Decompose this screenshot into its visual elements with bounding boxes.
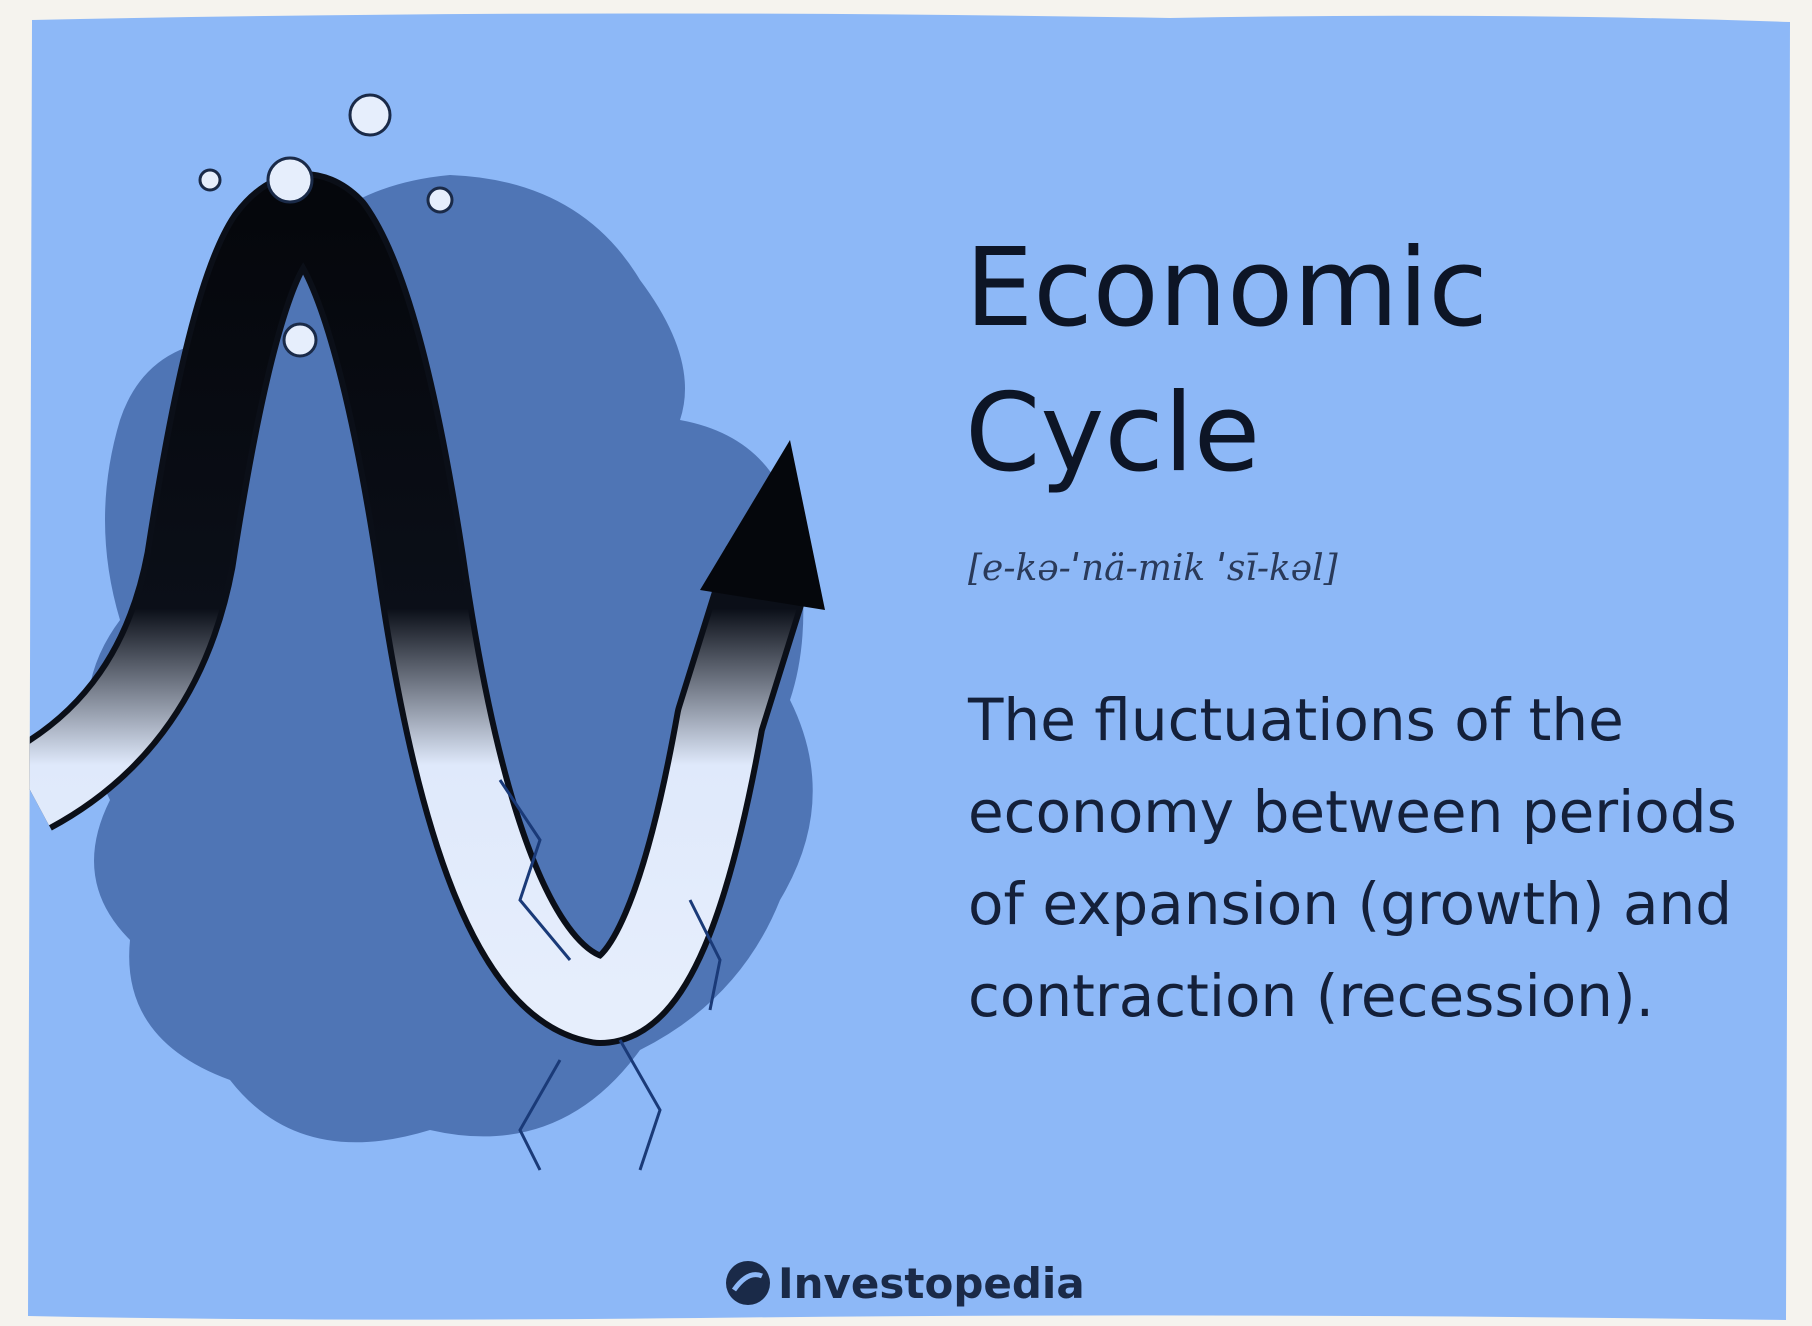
card: Economic Cycle [e-kə-ˈnä-mik ˈsī-kəl] Th… [0, 0, 1812, 1326]
definition-line: economy between periods [968, 778, 1737, 846]
title-line: Cycle [965, 371, 1260, 496]
definition-line: contraction (recession). [968, 962, 1654, 1030]
page: Economic Cycle [e-kə-ˈnä-mik ˈsī-kəl] Th… [0, 0, 1812, 1326]
pronunciation: [e-kə-ˈnä-mik ˈsī-kəl] [968, 548, 1339, 589]
logo-text: Investopedia [778, 1259, 1085, 1308]
card-illustration: Economic Cycle [e-kə-ˈnä-mik ˈsī-kəl] Th… [0, 0, 1812, 1326]
definition-line: of expansion (growth) and [968, 870, 1732, 938]
logo-icon [726, 1261, 770, 1305]
definition-line: The fluctuations of the [967, 686, 1624, 754]
title-line: Economic [965, 226, 1488, 351]
